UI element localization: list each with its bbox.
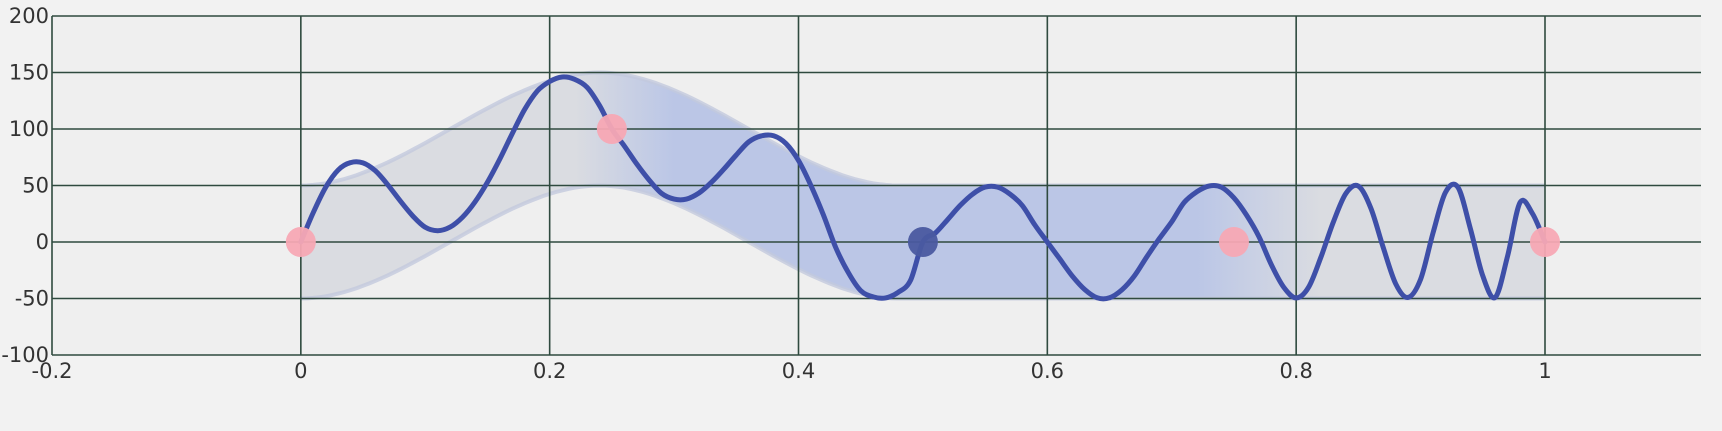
x-tick-label: 0.2	[533, 359, 566, 383]
data-point	[596, 114, 627, 144]
grid	[51, 15, 1701, 356]
x-tick-label: -0.2	[32, 359, 73, 383]
data-point	[1530, 227, 1560, 257]
data-point	[1218, 227, 1249, 257]
y-tick-label: 50	[22, 174, 49, 198]
data-point	[285, 227, 316, 257]
y-tick-label: -50	[15, 287, 49, 311]
y-tick-label: -100	[1, 343, 49, 367]
x-tick-label: 0	[294, 359, 307, 383]
x-tick-label: 0.8	[1279, 359, 1312, 383]
tick-labels: -100 -50 0 50 100 150 200 -0.2 0 0.2 0.4 0.6 0.8 1	[1, 4, 1551, 383]
x-tick-label: 0.4	[782, 359, 815, 383]
y-tick-label: 150	[9, 61, 49, 85]
data-points	[285, 114, 1560, 257]
x-tick-label: 0.6	[1031, 359, 1064, 383]
x-tick-label: 1	[1538, 359, 1551, 383]
y-tick-label: 200	[9, 4, 49, 28]
y-tick-label: 0	[36, 230, 49, 254]
data-point	[907, 227, 938, 257]
y-tick-label: 100	[9, 117, 49, 141]
